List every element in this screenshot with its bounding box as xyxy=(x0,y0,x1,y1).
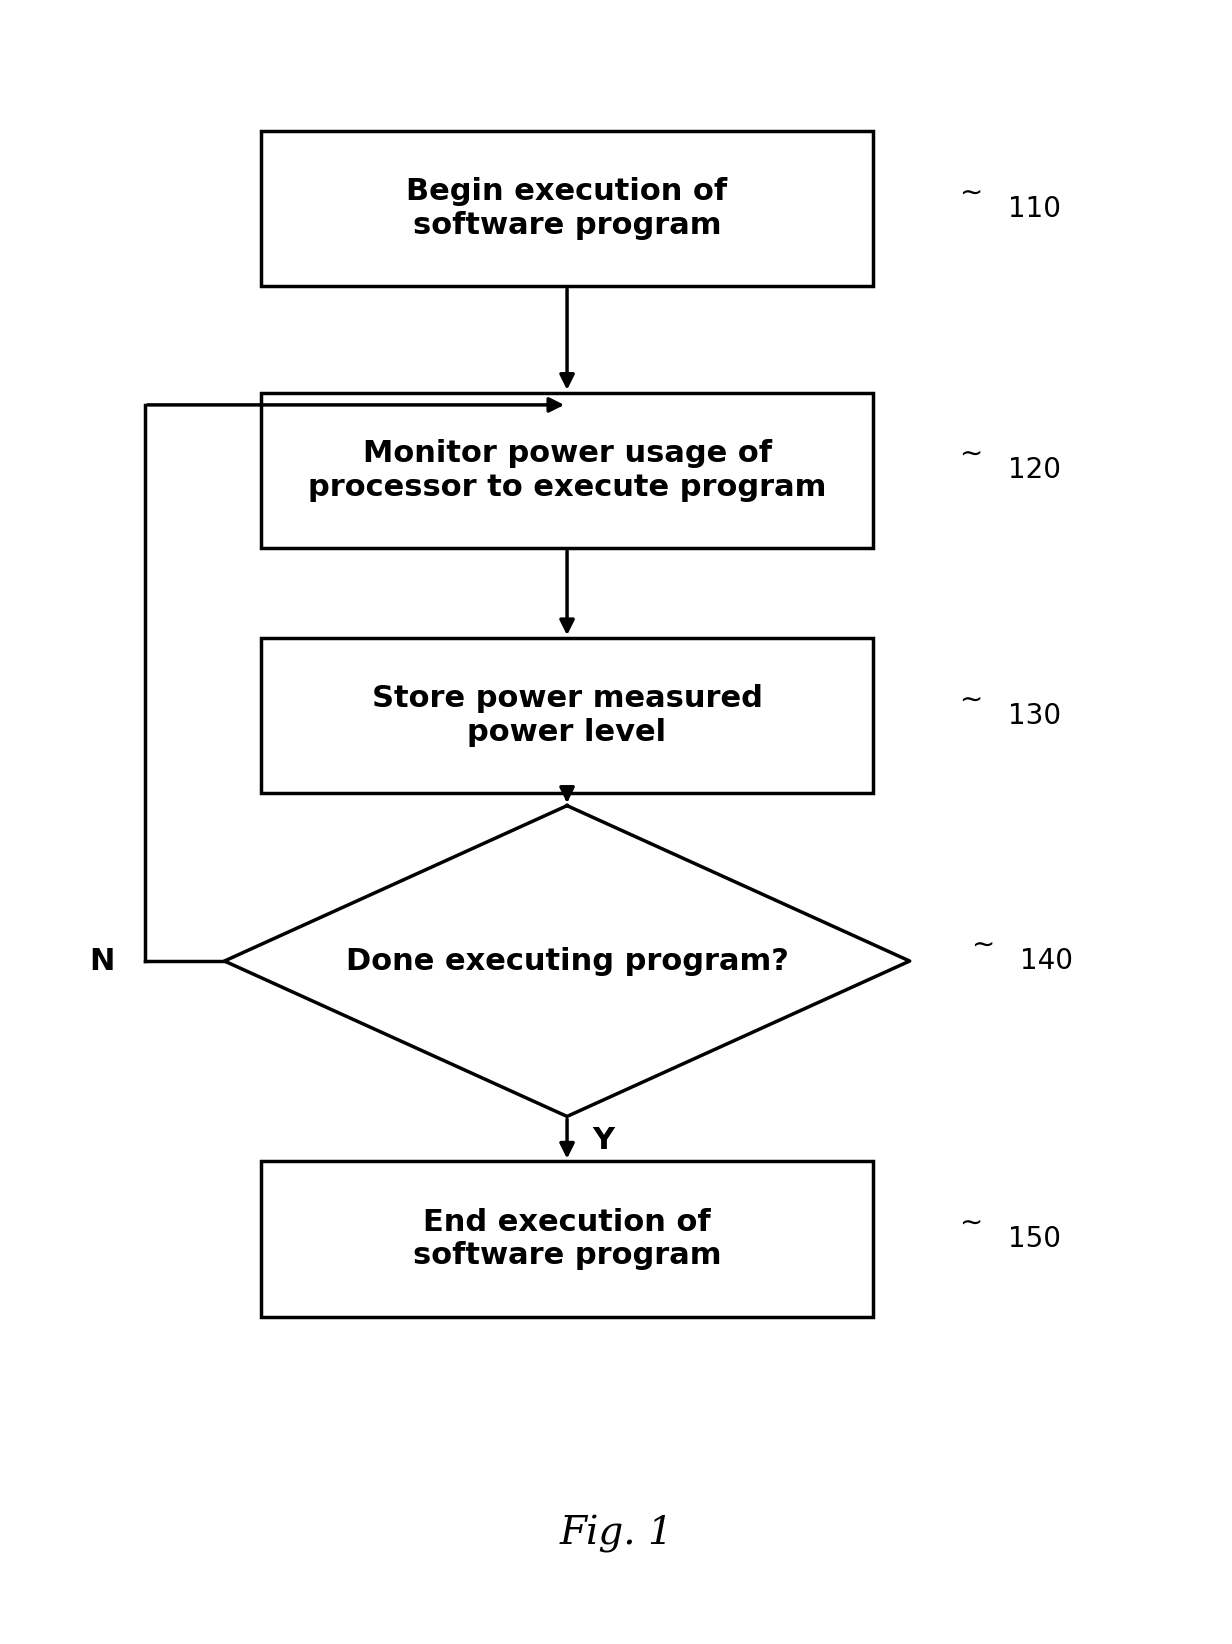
Text: 110: 110 xyxy=(1008,194,1061,222)
Text: 130: 130 xyxy=(1008,702,1061,730)
Text: 120: 120 xyxy=(1008,457,1061,485)
Text: Y: Y xyxy=(593,1126,615,1156)
Bar xyxy=(261,393,873,547)
Text: 140: 140 xyxy=(1020,947,1073,975)
Text: Done executing program?: Done executing program? xyxy=(346,947,788,975)
Text: N: N xyxy=(90,947,115,975)
Text: ∼: ∼ xyxy=(958,686,982,713)
Text: Fig. 1: Fig. 1 xyxy=(559,1514,673,1552)
Text: 150: 150 xyxy=(1008,1225,1061,1253)
Text: ∼: ∼ xyxy=(971,931,994,958)
Text: ∼: ∼ xyxy=(958,441,982,469)
Bar xyxy=(261,638,873,794)
Text: End execution of
software program: End execution of software program xyxy=(413,1208,721,1271)
Text: ∼: ∼ xyxy=(958,178,982,206)
Bar xyxy=(261,1161,873,1317)
Text: Store power measured
power level: Store power measured power level xyxy=(372,684,763,746)
Text: ∼: ∼ xyxy=(958,1208,982,1236)
Text: Begin execution of
software program: Begin execution of software program xyxy=(407,178,728,240)
Bar xyxy=(261,132,873,286)
Polygon shape xyxy=(224,806,909,1116)
Text: Monitor power usage of
processor to execute program: Monitor power usage of processor to exec… xyxy=(308,439,827,501)
